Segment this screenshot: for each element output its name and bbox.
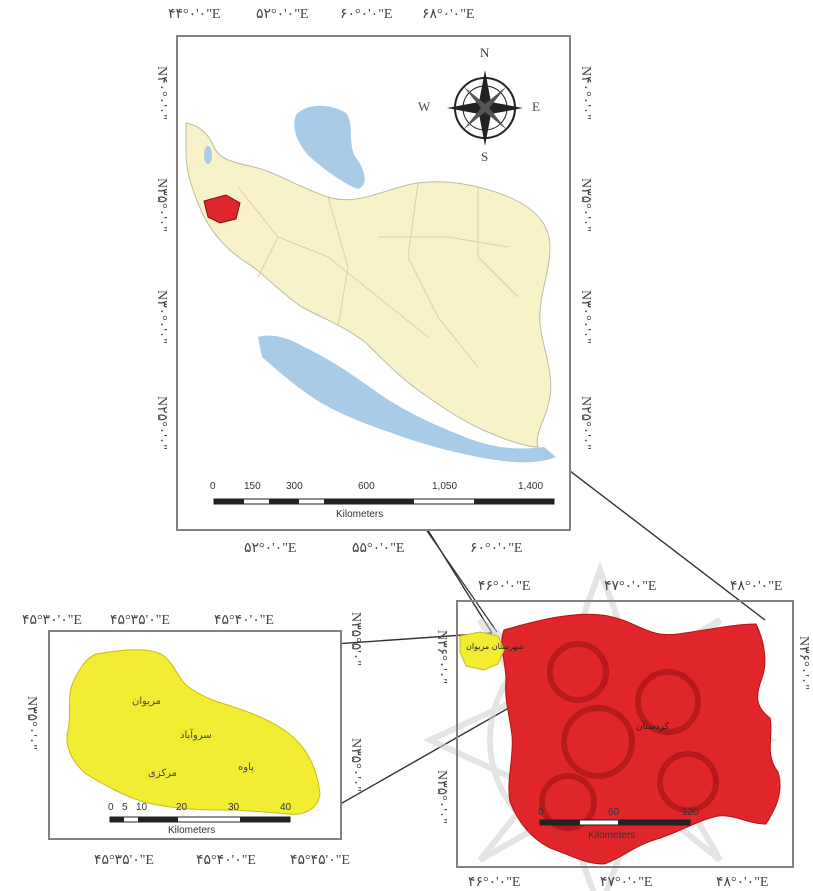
iran-scale-bar bbox=[213, 498, 555, 505]
iran-top-lon-3: ۶۰°۰'۰"E bbox=[340, 7, 393, 22]
province-bottom-lon-1: ۴۶°۰'۰"E bbox=[468, 875, 521, 890]
district-bottom-lon-1: ۴۵°۳۵'۰"E bbox=[94, 853, 154, 868]
district-bottom-lon-2: ۴۵°۴۰'۰"E bbox=[196, 853, 256, 868]
district-map bbox=[66, 649, 321, 815]
iran-top-lon-2: ۵۲°۰'۰"E bbox=[256, 7, 309, 22]
caspian-sea bbox=[294, 105, 365, 189]
district-top-lon-1: ۴۵°۳۰'۰"E bbox=[22, 613, 82, 628]
district-scale-tick-5: 40 bbox=[280, 802, 292, 813]
iran-scale-tick-0: 0 bbox=[210, 481, 216, 492]
iran-bottom-lon-2: ۵۵°۰'۰"E bbox=[352, 541, 405, 556]
iran-scale-tick-3: 600 bbox=[358, 481, 375, 492]
iran-scale-tick-5: 1,400 bbox=[518, 481, 544, 492]
district-town-1: مریوان bbox=[132, 696, 161, 707]
district-top-lon-2: ۴۵°۳۵'۰"E bbox=[110, 613, 170, 628]
iran-scale-unit: Kilometers bbox=[336, 509, 384, 520]
province-right-lat-1: N۳۶°۰'۰" bbox=[796, 636, 811, 691]
iran-scale-tick-2: 300 bbox=[286, 481, 303, 492]
province-polygon bbox=[501, 613, 781, 865]
province-left-lat-1: N۳۶°۰'۰" bbox=[434, 630, 449, 685]
lake-urmia bbox=[204, 146, 212, 164]
iran-bottom-lon-1: ۵۲°۰'۰"E bbox=[244, 541, 297, 556]
province-name-label: کردستان bbox=[636, 722, 669, 732]
district-scale-tick-0: 0 bbox=[108, 802, 114, 813]
province-left-lat-2: N۳۵°۰'۰" bbox=[434, 770, 449, 825]
province-district-inset bbox=[459, 631, 505, 671]
iran-scale-tick-1: 150 bbox=[244, 481, 261, 492]
province-bottom-lon-2: ۴۷°۰'۰"E bbox=[600, 875, 653, 890]
iran-top-lon-1: ۴۴°۰'۰"E bbox=[168, 7, 221, 22]
district-scale-tick-2: 10 bbox=[136, 802, 148, 813]
compass-rose-icon bbox=[447, 70, 523, 146]
province-scale-tick-1: 60 bbox=[608, 807, 620, 818]
province-bottom-lon-3: ۴۸°۰'۰"E bbox=[716, 875, 769, 890]
district-town-4: پاوه bbox=[238, 762, 254, 773]
district-scale-tick-1: 5 bbox=[122, 802, 128, 813]
district-bottom-lon-3: ۴۵°۴۵'۰"E bbox=[290, 853, 350, 868]
province-top-lon-1: ۴۶°۰'۰"E bbox=[478, 579, 531, 594]
province-district-label: شهرستان مریوان bbox=[466, 642, 524, 651]
iran-bottom-lon-3: ۶۰°۰'۰"E bbox=[470, 541, 523, 556]
province-map bbox=[459, 613, 781, 865]
district-scale-tick-3: 20 bbox=[176, 802, 188, 813]
compass-n-label: N bbox=[480, 45, 490, 60]
compass-w-label: W bbox=[418, 99, 431, 114]
iran-landmass bbox=[185, 122, 552, 448]
province-top-lon-3: ۴۸°۰'۰"E bbox=[730, 579, 783, 594]
province-scale-unit: Kilometers bbox=[588, 830, 636, 841]
district-town-3: مرکزی bbox=[148, 768, 177, 779]
province-top-lon-2: ۴۷°۰'۰"E bbox=[604, 579, 657, 594]
district-town-2: سروآباد bbox=[180, 730, 212, 741]
district-scale-tick-4: 30 bbox=[228, 802, 240, 813]
province-scale-tick-0: 0 bbox=[538, 807, 544, 818]
iran-map bbox=[185, 105, 556, 463]
iran-scale-tick-4: 1,050 bbox=[432, 481, 458, 492]
compass-e-label: E bbox=[532, 99, 540, 114]
kurdistan-highlight bbox=[203, 194, 241, 224]
district-polygon bbox=[66, 649, 321, 815]
province-map-frame: شهرستان مریوان کردستان 0 60 120 Kilomete… bbox=[456, 600, 794, 868]
province-scale-tick-2: 120 bbox=[682, 807, 699, 818]
iran-map-frame: N S E W 0 150 300 600 1,050 1,400 Kilome… bbox=[176, 35, 571, 531]
district-top-lon-3: ۴۵°۴۰'۰"E bbox=[214, 613, 274, 628]
persian-gulf bbox=[258, 335, 556, 463]
district-map-frame: مریوان سروآباد مرکزی پاوه 0 5 10 20 30 4… bbox=[48, 630, 342, 840]
iran-top-lon-4: ۶۸°۰'۰"E bbox=[422, 7, 475, 22]
compass-s-label: S bbox=[481, 149, 489, 164]
district-scale-bar bbox=[109, 816, 291, 823]
district-scale-unit: Kilometers bbox=[168, 825, 216, 836]
